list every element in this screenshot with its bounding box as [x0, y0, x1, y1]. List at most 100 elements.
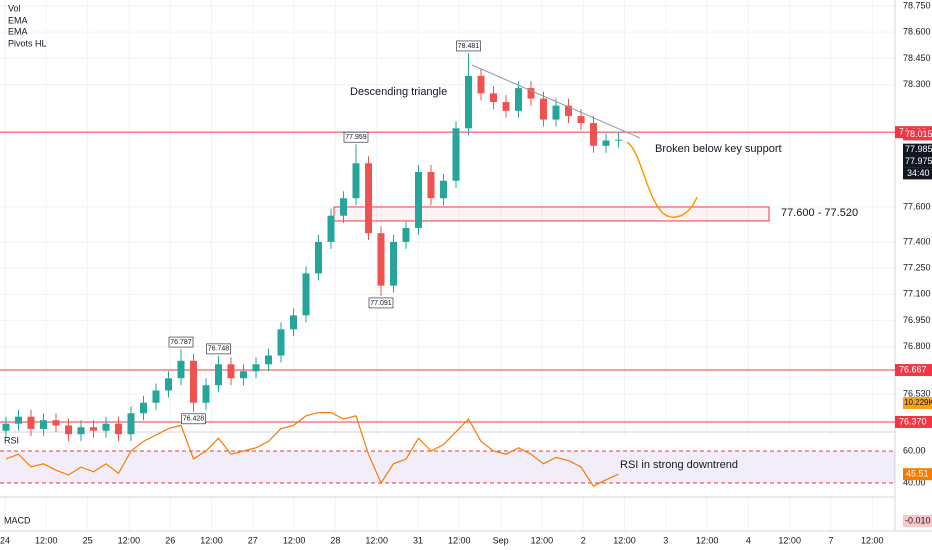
pivot-label: 76.748	[208, 346, 230, 353]
triangle-line	[471, 64, 641, 139]
pivot-box	[206, 343, 231, 355]
candle-body	[227, 364, 235, 379]
y-tick-label: 77.250	[903, 263, 931, 273]
candle-body	[440, 180, 447, 199]
candle-body	[327, 215, 335, 242]
candle-body	[102, 423, 110, 431]
candle-body	[315, 241, 322, 274]
x-tick-label: 12:00	[531, 535, 554, 545]
x-tick-label: 12:00	[861, 535, 884, 545]
candle-body	[352, 163, 360, 199]
candle-body	[190, 360, 197, 403]
candle-body	[490, 93, 497, 103]
candle-body	[527, 88, 535, 99]
candle-body	[177, 360, 185, 379]
candle-body	[215, 364, 222, 386]
pivot-label: 76.428	[183, 416, 205, 423]
macd-tag	[903, 515, 932, 527]
y-tick-label: 76.530	[903, 388, 931, 398]
y-tick-label: 76.950	[903, 315, 931, 325]
legend-item: EMA	[8, 15, 28, 25]
pivot-box	[456, 40, 481, 52]
candle-body	[252, 364, 260, 372]
candle-body	[127, 413, 135, 435]
pivot-box	[368, 297, 394, 309]
candle-body	[615, 139, 622, 141]
pivot-label: 77.959	[345, 134, 367, 141]
pivot-label: 77.091	[370, 300, 392, 307]
candle-body	[515, 88, 522, 111]
candle-body	[477, 75, 485, 94]
x-tick-label: 12:00	[118, 535, 141, 545]
y-tick-label: 77.400	[903, 236, 931, 246]
candle-body	[27, 416, 35, 429]
x-tick-label: 28	[330, 535, 340, 545]
candle-body	[577, 116, 585, 124]
pivot-box	[343, 131, 369, 143]
x-tick-label: 27	[248, 535, 258, 545]
y-tick-label: 78.600	[903, 27, 931, 37]
x-tick-label: 12:00	[35, 535, 58, 545]
candle-body	[302, 273, 310, 316]
candle-body	[40, 420, 47, 429]
candle-body	[152, 390, 160, 403]
y-tick-label: 78.300	[903, 79, 931, 89]
x-tick-label: 4	[746, 535, 751, 545]
x-tick-label: 12:00	[200, 535, 223, 545]
x-tick-label: 12:00	[778, 535, 801, 545]
candle-body	[427, 172, 435, 199]
macd-title: MACD	[4, 515, 31, 525]
candle-body	[502, 102, 510, 111]
price-tag-label: 77.985	[905, 144, 932, 154]
pivot-box	[181, 413, 206, 425]
candle-body	[15, 416, 22, 424]
candle-body	[77, 427, 85, 435]
candle-body	[290, 315, 297, 330]
rsi-last-label: 45.51	[906, 469, 929, 479]
candle-body	[390, 241, 397, 286]
candle-body	[465, 75, 472, 129]
y-tick-label: 78.750	[903, 0, 931, 10]
candle-body	[52, 420, 60, 426]
candle-body	[602, 140, 610, 146]
x-tick-label: 12:00	[283, 535, 306, 545]
volume-label: 10.229K	[904, 398, 932, 407]
candle-body	[240, 371, 247, 379]
level-label: 76.370	[899, 416, 927, 426]
candle-body	[202, 385, 210, 403]
candle-body	[115, 423, 122, 435]
candle-body	[277, 329, 285, 356]
level-tag	[895, 415, 932, 428]
level-label: 76.667	[899, 364, 927, 374]
rsi-pane	[0, 435, 895, 495]
annotation: Descending triangle	[350, 86, 447, 98]
x-tick-label: 12:00	[448, 535, 471, 545]
rsi-line	[5, 412, 619, 487]
candle-body	[340, 198, 347, 216]
candle-body	[590, 123, 597, 146]
price-tag	[903, 155, 932, 168]
price-tag	[903, 143, 932, 156]
y-tick-label: 76.800	[903, 341, 931, 351]
x-tick-label: 31	[413, 535, 423, 545]
candle-body	[415, 172, 422, 228]
candle-body	[2, 423, 10, 431]
y-tick-label: 77.100	[903, 289, 931, 299]
annotation: Broken below key support	[655, 143, 782, 155]
candle-body	[165, 378, 172, 391]
candle-body	[65, 425, 72, 435]
legend-item: Pivots HL	[8, 38, 47, 48]
pivot-label: 76.787	[170, 339, 192, 346]
candle-body	[265, 355, 272, 365]
macd-tick-label: -0.010	[905, 515, 931, 525]
zone	[333, 206, 770, 222]
countdown-label: 34:40	[907, 168, 930, 178]
price-tag	[903, 128, 932, 141]
x-tick-label: 12:00	[365, 535, 388, 545]
x-tick-label: 12:00	[613, 535, 636, 545]
legend-item: Vol	[8, 3, 21, 13]
candle-body	[540, 98, 547, 120]
y-tick-label: 78.450	[903, 53, 931, 63]
candle-body	[365, 163, 372, 234]
